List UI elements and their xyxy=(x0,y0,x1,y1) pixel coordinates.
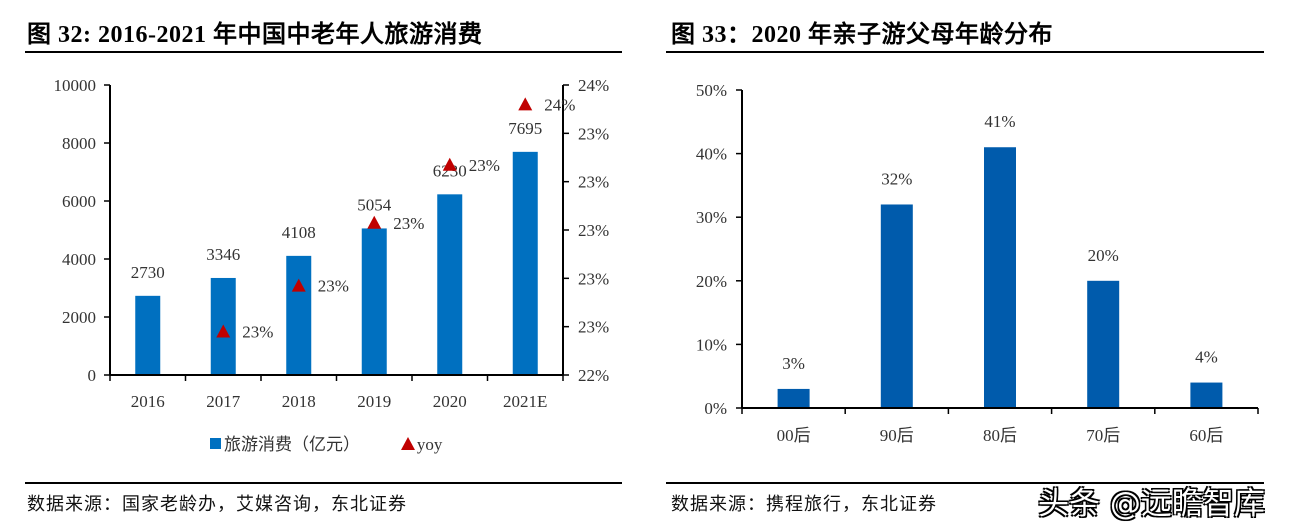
right-y-tick-label: 22% xyxy=(578,366,609,385)
yoy-data-label: 23% xyxy=(393,214,424,233)
left-y-tick-label: 4000 xyxy=(62,250,96,269)
y-tick-label: 30% xyxy=(696,208,727,227)
y-tick-label: 50% xyxy=(696,81,727,100)
bar-data-label: 41% xyxy=(984,112,1015,131)
right-y-tick-label: 23% xyxy=(578,318,609,337)
x-tick-label: 2017 xyxy=(206,392,241,411)
bar-data-label: 2730 xyxy=(131,263,165,282)
bar xyxy=(361,228,387,375)
y-tick-label: 10% xyxy=(696,335,727,354)
yoy-marker xyxy=(367,215,382,229)
x-tick-label: 2021E xyxy=(503,392,547,411)
bar-data-label: 6230 xyxy=(433,161,467,180)
x-tick-label: 2020 xyxy=(433,392,467,411)
bar xyxy=(512,151,538,375)
bar xyxy=(777,388,810,408)
right-y-tick-label: 23% xyxy=(578,221,609,240)
bar xyxy=(1190,382,1223,408)
right-chart: 3% 32% 41% 20% 4% 0% 10% 20% 30% 40% 50% 00后 90后 80后 7… xyxy=(696,81,1259,445)
right-y-tick-label: 23% xyxy=(578,173,609,192)
y-tick-label: 20% xyxy=(696,272,727,291)
x-tick-label: 80后 xyxy=(983,426,1017,445)
legend-yoy-label: yoy xyxy=(416,435,443,454)
bar xyxy=(880,204,913,408)
left-chart-legend: 旅游消费（亿元） yoy xyxy=(210,430,442,455)
right-title-rule xyxy=(666,51,1264,53)
left-title-rule xyxy=(25,51,622,53)
yoy-marker xyxy=(291,278,306,292)
yoy-data-label: 24% xyxy=(544,95,575,114)
x-tick-label: 70后 xyxy=(1086,426,1120,445)
watermark: 头条 @远瞻智库 xyxy=(1038,486,1265,522)
legend-triangle-icon xyxy=(400,437,415,450)
y-tick-label: 40% xyxy=(696,145,727,164)
y-tick-label: 0% xyxy=(704,399,727,418)
left-figure-title: 图 32: 2016-2021 年中国中老年人旅游消费 xyxy=(27,22,483,48)
left-source-note: 数据来源：国家老龄办，艾媒咨询，东北证券 xyxy=(27,494,407,515)
yoy-marker xyxy=(442,157,457,171)
right-y-tick-label: 23% xyxy=(578,124,609,143)
bar-data-label: 4% xyxy=(1195,348,1218,367)
x-tick-label: 60后 xyxy=(1189,426,1223,445)
x-tick-label: 00后 xyxy=(777,426,811,445)
right-source-note: 数据来源：携程旅行，东北证券 xyxy=(671,494,937,515)
yoy-marker xyxy=(216,324,231,338)
left-source-rule xyxy=(25,482,622,484)
right-figure-title: 图 33：2020 年亲子游父母年龄分布 xyxy=(671,22,1053,48)
yoy-data-label: 23% xyxy=(242,323,273,342)
legend-bar-label: 旅游消费（亿元） xyxy=(224,435,360,455)
bar xyxy=(437,194,463,375)
left-y-tick-label: 6000 xyxy=(62,192,96,211)
left-chart: 2730 3346 4108 5054 6230 7695 0 2000 4000 6000 800… xyxy=(54,76,610,411)
left-y-tick-label: 10000 xyxy=(54,76,97,95)
yoy-data-label: 23% xyxy=(318,277,349,296)
x-tick-label: 2018 xyxy=(282,392,316,411)
bar-data-label: 4108 xyxy=(282,223,316,242)
left-y-tick-label: 0 xyxy=(88,366,97,385)
left-y-tick-label: 2000 xyxy=(62,308,96,327)
bar-data-label: 3346 xyxy=(206,245,240,264)
bar-data-label: 7695 xyxy=(508,119,542,138)
yoy-data-label: 23% xyxy=(469,156,500,175)
bar xyxy=(286,255,312,375)
bar xyxy=(135,295,161,375)
yoy-marker xyxy=(518,97,533,111)
right-y-tick-label: 24% xyxy=(578,76,609,95)
bar-data-label: 3% xyxy=(782,354,805,373)
x-tick-label: 2016 xyxy=(131,392,165,411)
bar-data-label: 32% xyxy=(881,169,912,188)
right-source-rule xyxy=(666,482,1264,484)
x-tick-label: 90后 xyxy=(880,426,914,445)
x-tick-label: 2019 xyxy=(357,392,391,411)
left-y-tick-label: 8000 xyxy=(62,134,96,153)
bar xyxy=(984,147,1016,409)
bar-data-label: 5054 xyxy=(357,195,392,214)
bar xyxy=(1087,280,1120,408)
bar-data-label: 20% xyxy=(1088,246,1119,265)
legend-bar-swatch-icon xyxy=(210,438,221,449)
right-y-tick-label: 23% xyxy=(578,269,609,288)
